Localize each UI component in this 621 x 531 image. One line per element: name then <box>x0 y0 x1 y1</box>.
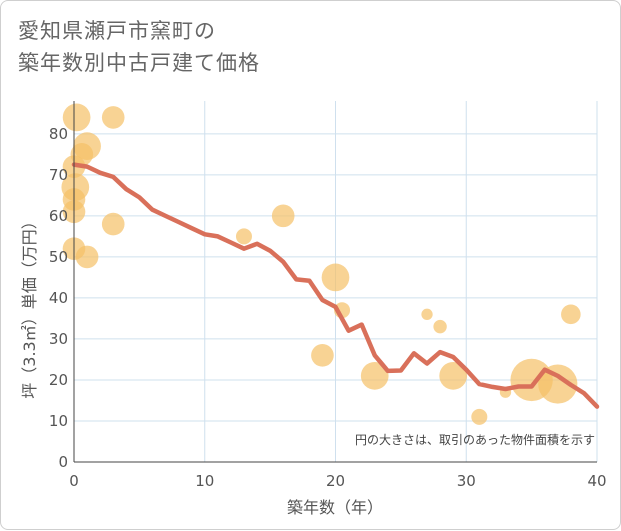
y-tick-label: 20 <box>49 371 68 389</box>
bubble-point <box>439 361 468 390</box>
bubble-point <box>421 308 433 320</box>
y-tick-label: 70 <box>49 166 68 184</box>
size-note: 円の大きさは、取引のあった物件面積を示す <box>355 432 595 447</box>
trend-line <box>71 162 600 409</box>
bubble-point <box>235 228 252 245</box>
axes: 0 10 20 30 40 50 60 70 80 0 10 20 30 40 <box>49 101 607 490</box>
bubble-point <box>271 204 295 228</box>
bubble-point <box>62 103 91 132</box>
x-tick-label: 0 <box>69 472 79 490</box>
trend-series <box>71 162 600 409</box>
title-line-1: 愛知県瀬戸市窯町の <box>18 19 216 43</box>
bubble-point <box>321 263 350 292</box>
bubble-point <box>75 245 99 269</box>
x-tick-label: 10 <box>195 472 214 490</box>
title-line-2: 築年数別中古戸建て価格 <box>18 51 260 75</box>
chart-title: 愛知県瀬戸市窯町の 築年数別中古戸建て価格 <box>18 15 260 79</box>
x-tick-label: 20 <box>326 472 345 490</box>
bubble-point <box>360 361 389 390</box>
x-axis-label: 築年数（年） <box>287 498 383 517</box>
y-tick-label: 80 <box>49 125 68 143</box>
bubble-series <box>61 103 581 425</box>
bubble-point <box>101 106 125 129</box>
bubble-point <box>561 304 581 325</box>
bubble-point <box>433 319 447 334</box>
y-tick-label: 40 <box>49 289 68 307</box>
bubble-point <box>538 364 578 404</box>
bubble-point <box>471 408 488 425</box>
bubble-point <box>311 344 334 367</box>
y-tick-label: 10 <box>49 412 68 430</box>
x-tick-label: 40 <box>587 472 606 490</box>
bubble-point <box>101 212 125 236</box>
x-tick-label: 30 <box>457 472 476 490</box>
y-axis-label: 坪（3.3㎡）単価（万円） <box>20 213 39 398</box>
y-tick-label: 60 <box>49 207 68 225</box>
y-tick-label: 50 <box>49 248 68 266</box>
y-tick-label: 0 <box>58 453 68 471</box>
bubble-point <box>73 132 101 160</box>
y-tick-label: 30 <box>49 330 68 348</box>
